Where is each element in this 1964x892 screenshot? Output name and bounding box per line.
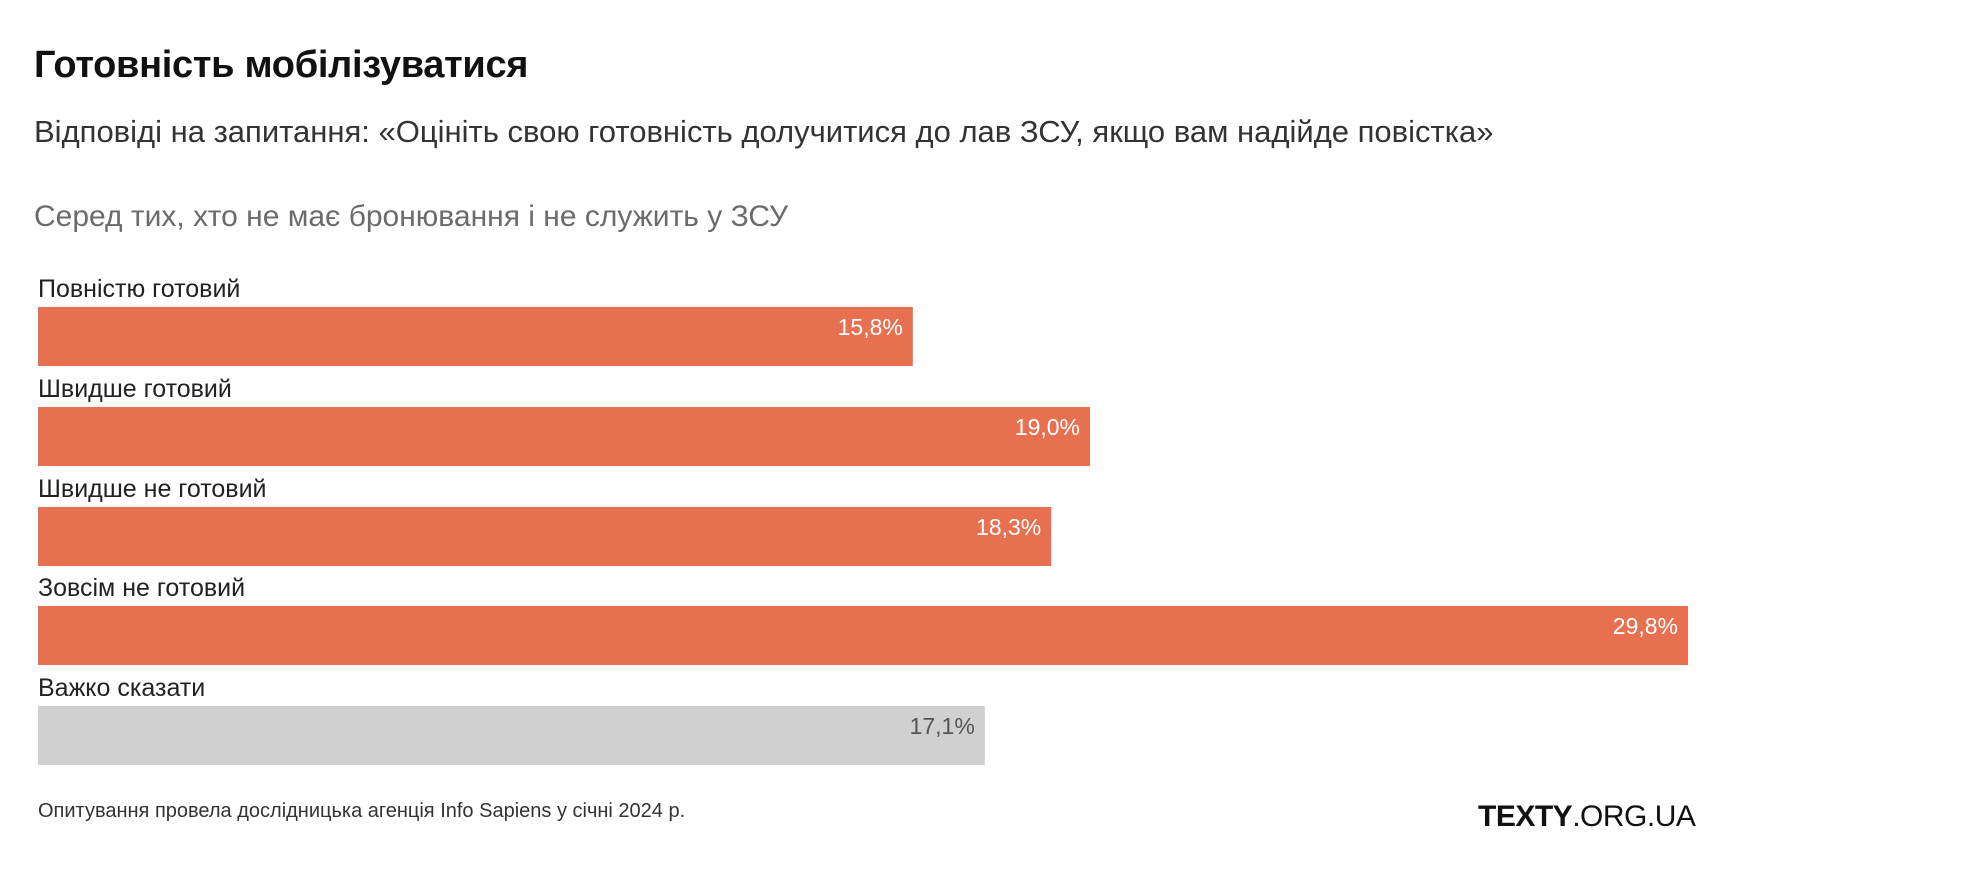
logo-domain-part: .ORG.UA	[1572, 800, 1696, 833]
category-label: Повністю готовий	[38, 275, 240, 303]
bar	[38, 706, 985, 765]
chart-subtitle: Відповіді на запитання: «Оцініть свою го…	[34, 114, 1494, 149]
value-label: 29,8%	[1613, 613, 1678, 639]
logo-bold-part: TEXTY	[1478, 800, 1573, 833]
bar	[38, 407, 1091, 466]
value-label: 15,8%	[838, 314, 903, 340]
bar	[38, 507, 1052, 566]
category-label: Важко сказати	[38, 674, 205, 702]
category-label: Швидше готовий	[38, 375, 232, 403]
chart-title: Готовність мобілізуватися	[34, 44, 529, 86]
category-label: Швидше не готовий	[38, 475, 267, 503]
respondent-group-label: Серед тих, хто не має бронювання і не сл…	[34, 200, 789, 233]
value-label: 18,3%	[976, 514, 1041, 540]
texty-logo: TEXTY.ORG.UA	[1478, 800, 1696, 834]
value-label: 19,0%	[1015, 414, 1080, 440]
source-note: Опитування провела дослідницька агенція …	[38, 800, 686, 822]
category-label: Зовсім не готовий	[38, 574, 245, 602]
bar	[38, 307, 913, 366]
bar	[38, 606, 1688, 665]
value-label: 17,1%	[910, 713, 975, 739]
